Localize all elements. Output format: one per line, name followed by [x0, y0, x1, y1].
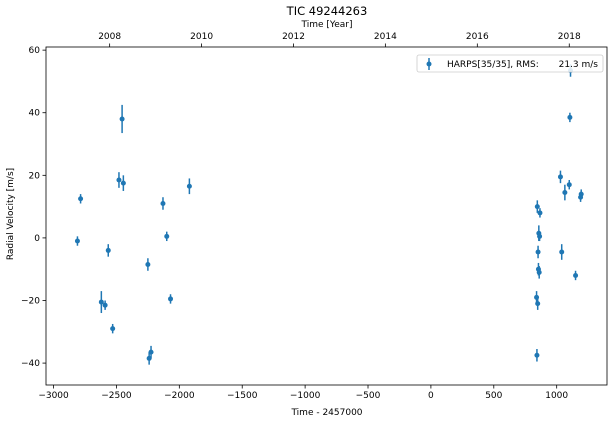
y-tick-label: 40: [29, 109, 41, 119]
x-tick-label: 500: [485, 391, 502, 401]
data-point: [168, 296, 174, 302]
x-axis-label: Time - 2457000: [290, 408, 362, 418]
data-point: [102, 302, 108, 308]
data-point: [537, 233, 543, 239]
data-point: [110, 326, 116, 332]
data-point: [557, 174, 563, 180]
data-point: [536, 269, 542, 275]
top-tick-label: 2010: [190, 32, 213, 42]
x-tick-label: 1000: [545, 391, 568, 401]
legend-label: HARPS[35/35], RMS:: [447, 60, 539, 70]
plot-frame: [45, 46, 608, 386]
x-tick-label: 0: [428, 391, 434, 401]
data-point: [145, 262, 151, 268]
data-point: [566, 182, 572, 188]
top-tick-label: 2008: [98, 32, 121, 42]
x-tick-label: −3000: [38, 391, 69, 401]
x-tick-label: −500: [356, 391, 381, 401]
x-axis-ticks: −3000 −2500 −2000 −1500 −1000 −500 0 500 1000: [38, 385, 568, 401]
data-point: [116, 177, 122, 183]
data-point: [567, 114, 573, 120]
chart-title: TIC 49244263: [286, 4, 368, 18]
x-tick-label: −1500: [227, 391, 258, 401]
top-tick-label: 2014: [374, 32, 397, 42]
data-point: [578, 191, 584, 197]
top-axis-label: Time [Year]: [301, 20, 353, 30]
legend-marker: [426, 61, 432, 67]
top-tick-label: 2012: [282, 32, 305, 42]
top-tick-label: 2018: [558, 32, 581, 42]
legend-box: [416, 54, 604, 73]
data-point: [164, 233, 170, 239]
data-point: [78, 196, 84, 202]
data-point: [573, 272, 579, 278]
data-point: [74, 238, 80, 244]
data-point: [562, 190, 568, 196]
data-points: [74, 64, 584, 365]
data-point: [105, 247, 111, 253]
data-point: [535, 301, 541, 307]
data-point: [559, 249, 565, 255]
x-tick-label: −1000: [290, 391, 321, 401]
data-point: [148, 349, 154, 355]
y-tick-label: −40: [21, 359, 40, 369]
legend: HARPS[35/35], RMS: 21.3 m/s: [416, 54, 604, 73]
data-point: [120, 180, 126, 186]
data-point: [98, 299, 104, 305]
data-point: [534, 352, 540, 358]
data-point: [119, 116, 125, 122]
data-point: [160, 200, 166, 206]
data-point: [537, 210, 543, 216]
x-tick-label: −2500: [101, 391, 132, 401]
legend-rms: 21.3 m/s: [559, 60, 599, 70]
y-tick-label: 0: [34, 234, 40, 244]
top-axis-ticks: 2008 2010 2012 2014 2016 2018: [98, 32, 581, 47]
y-tick-label: 20: [29, 171, 41, 181]
data-point: [534, 204, 540, 210]
x-tick-label: −2000: [164, 391, 195, 401]
y-axis-label: Radial Velocity [m/s]: [6, 168, 16, 260]
y-axis-ticks: −40 −20 0 20 40 60: [21, 46, 46, 369]
y-tick-label: 60: [29, 46, 41, 56]
y-tick-label: −20: [21, 297, 40, 307]
data-point: [186, 183, 192, 189]
data-point: [535, 249, 541, 255]
top-tick-label: 2016: [466, 32, 489, 42]
